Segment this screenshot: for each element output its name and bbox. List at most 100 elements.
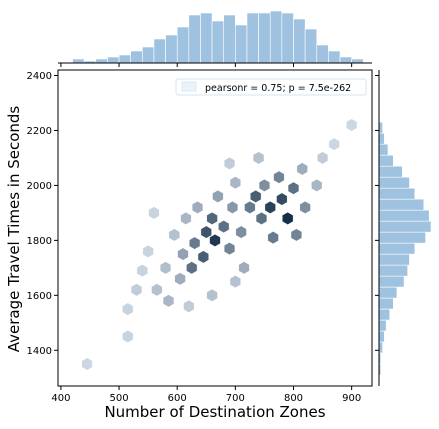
hexbin-cell [273, 170, 285, 184]
hexbin-cell [229, 275, 241, 289]
hexbin-cell [168, 228, 180, 242]
marginal-x-bar [72, 58, 85, 64]
hexbin-cell [81, 357, 93, 371]
marginal-y-bar [378, 209, 430, 222]
hexbin-cell [226, 200, 239, 214]
hexbin-cell [177, 247, 189, 261]
hexbin-cell [200, 225, 212, 239]
marginal-y-bar [378, 308, 391, 321]
y-tick-label: 1400 [27, 346, 52, 357]
hexbin-cell [206, 288, 218, 302]
marginal-x-bar [118, 54, 131, 64]
hexbin-cell [130, 283, 143, 297]
marginal-x-bar [223, 14, 236, 64]
x-tick-label: 400 [51, 393, 70, 404]
x-axis: 400 500 600 700 800 900 [51, 386, 361, 404]
marginal-y-bar [378, 165, 403, 178]
hexbin-cell [238, 261, 250, 275]
marginal-x-bar [339, 56, 352, 64]
marginal-x-bar [304, 28, 318, 64]
hexbin-layer [81, 118, 358, 371]
marginal-y-bar [378, 132, 385, 145]
hexbin-cell [142, 244, 154, 258]
marginal-y-bar [378, 330, 385, 343]
hexbin-cell [159, 261, 172, 275]
hexbin-cell [186, 261, 198, 275]
hexbin-cell [276, 192, 288, 206]
hexbin-cell [252, 151, 265, 165]
main-plot-frame [57, 69, 373, 387]
hexbin-cell [287, 181, 300, 195]
marginal-y-bar [378, 319, 387, 332]
hexbin-cell [180, 211, 192, 225]
hexbin-cell [183, 299, 195, 313]
marginal-y-bar [378, 253, 410, 266]
y-tick-label: 2200 [27, 126, 52, 137]
marginal-x-bar [351, 58, 364, 64]
marginal-y-bar [378, 121, 383, 134]
hexbin-cell [255, 211, 268, 225]
marginal-y-bar [378, 176, 410, 189]
marginal-y-bar [378, 297, 394, 310]
hexbin-cell [258, 178, 270, 192]
marginal-x-bar [130, 50, 143, 64]
hexbin-cell [174, 272, 186, 286]
y-tick-label: 2000 [27, 181, 52, 192]
hexbin-cell [223, 156, 236, 170]
y-axis-title: Average Travel Times in Seconds [5, 106, 23, 353]
x-tick-label: 700 [226, 393, 245, 404]
y-tick-label: 2400 [27, 71, 52, 82]
hexbin-cell [148, 206, 160, 220]
hexbin-cell [122, 302, 134, 316]
hexbin-cell [282, 211, 294, 225]
marginal-x-bar [176, 26, 190, 64]
marginal-y-bar [378, 187, 416, 200]
marginal-x-bar [246, 12, 259, 64]
marginal-x-bar [293, 18, 306, 64]
x-tick-label: 900 [342, 393, 361, 404]
hexbin-cell [122, 330, 134, 343]
hexbin-cell [209, 233, 221, 247]
marginal-y-bar [378, 286, 398, 299]
marginal-x-bar [200, 12, 213, 64]
marginal-x-bar [316, 44, 329, 64]
marginal-y-bar [378, 341, 383, 354]
marginal-x-bar [165, 34, 178, 64]
marginal-x-bar [258, 12, 271, 64]
marginal-y-bar [378, 264, 408, 277]
marginal-y-ticks [375, 74, 379, 351]
annotation-text: pearsonr = 0.75; p = 7.5e-262 [205, 83, 351, 94]
hexbin-cell [244, 200, 256, 214]
hexbin-cell [162, 294, 175, 308]
hexbin-cell [212, 189, 224, 203]
hexbin-cell [151, 283, 163, 297]
hexbin-cell [296, 162, 308, 176]
annotation-box: pearsonr = 0.75; p = 7.5e-262 [175, 78, 367, 96]
marginal-y-bar [378, 275, 405, 288]
hexbin-cell [189, 236, 201, 250]
y-tick-label: 1800 [27, 236, 52, 247]
marginal-x-bar [281, 12, 294, 64]
marginal-y-bar [378, 154, 394, 167]
hexbin-cell [197, 250, 209, 264]
hexbin-cell [218, 220, 230, 234]
marginal-y-bar [378, 242, 416, 255]
marginal-x-bar [142, 46, 155, 64]
hexbin-cell [328, 137, 340, 151]
marginal-y-bar [378, 143, 389, 156]
marginal-y-bar [378, 231, 426, 244]
hexbin-cell [206, 211, 218, 225]
marginal-x-bar [269, 10, 283, 64]
marginal-x-bar [211, 20, 225, 64]
hexbin-cell [299, 200, 311, 214]
hexbin-cell [346, 118, 358, 132]
hexbin-cell [267, 231, 279, 245]
hexbin-cell [136, 264, 148, 278]
hexbin-cell [264, 200, 276, 214]
hexbin-cell [311, 178, 323, 192]
x-axis-title: Number of Destination Zones [104, 403, 325, 421]
marginal-x-ticks [60, 63, 353, 67]
x-tick-label: 600 [168, 393, 187, 404]
marginal-y-hist [378, 121, 432, 376]
